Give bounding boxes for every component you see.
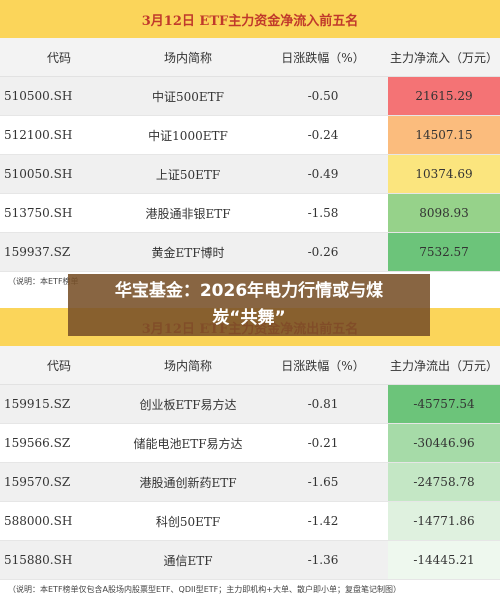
row-code: 515880.SH: [4, 553, 73, 567]
row-flow: -14771.86: [388, 502, 500, 540]
table-row: 159915.SZ 创业板ETF易方达 -0.81 -45757.54: [0, 385, 500, 424]
row-change: -1.36: [307, 553, 339, 567]
table-row: 510050.SH 上证50ETF -0.49 10374.69: [0, 155, 500, 194]
row-flow: -14445.21: [388, 541, 500, 579]
row-flow: -30446.96: [388, 424, 500, 462]
row-change: -1.65: [307, 475, 339, 489]
row-change: -0.24: [307, 128, 339, 142]
inflow-title: 3月12日 ETF主力资金净流入前五名: [0, 0, 500, 38]
row-code: 159915.SZ: [4, 397, 71, 411]
row-code: 159570.SZ: [4, 475, 71, 489]
row-code: 512100.SH: [4, 128, 73, 142]
row-flow: 14507.15: [388, 116, 500, 154]
outflow-header-row: 代码 场内简称 日涨跌幅（%） 主力净流出（万元）: [0, 346, 500, 385]
header-change: 日涨跌幅（%）: [281, 50, 365, 65]
row-flow: 21615.29: [388, 77, 500, 115]
row-name: 港股通创新药ETF: [139, 475, 237, 490]
table-row: 159937.SZ 黄金ETF博时 -0.26 7532.57: [0, 233, 500, 272]
header-name: 场内简称: [163, 50, 212, 65]
table-row: 512100.SH 中证1000ETF -0.24 14507.15: [0, 116, 500, 155]
header-flow: 主力净流入（万元）: [389, 50, 498, 65]
row-code: 159937.SZ: [4, 245, 71, 259]
row-flow: 7532.57: [388, 233, 500, 271]
row-flow: -45757.54: [388, 385, 500, 423]
inflow-note: （说明：本ETF榜单: [8, 277, 79, 286]
inflow-panel: 3月12日 ETF主力资金净流入前五名 代码 场内简称 日涨跌幅（%） 主力净流…: [0, 0, 500, 292]
row-name: 储能电池ETF易方达: [133, 436, 243, 451]
row-flow: 10374.69: [388, 155, 500, 193]
row-name: 上证50ETF: [155, 167, 221, 182]
row-change: -1.58: [307, 206, 339, 220]
table-row: 159566.SZ 储能电池ETF易方达 -0.21 -30446.96: [0, 424, 500, 463]
row-name: 通信ETF: [163, 553, 213, 568]
header-code: 代码: [46, 50, 71, 65]
table-row: 510500.SH 中证500ETF -0.50 21615.29: [0, 77, 500, 116]
header-flow: 主力净流出（万元）: [389, 358, 498, 373]
inflow-table: 代码 场内简称 日涨跌幅（%） 主力净流入（万元） 510500.SH 中证500…: [0, 38, 500, 272]
headline-line-2: 炭“共舞”: [212, 308, 286, 328]
row-change: -0.21: [307, 436, 339, 450]
inflow-header-row: 代码 场内简称 日涨跌幅（%） 主力净流入（万元）: [0, 38, 500, 77]
table-row: 513750.SH 港股通非银ETF -1.58 8098.93: [0, 194, 500, 233]
header-code: 代码: [46, 358, 71, 373]
row-name: 中证500ETF: [152, 89, 224, 104]
row-code: 159566.SZ: [4, 436, 71, 450]
row-code: 513750.SH: [4, 206, 73, 220]
row-name: 中证1000ETF: [148, 128, 228, 143]
header-change: 日涨跌幅（%）: [281, 358, 365, 373]
row-change: -0.49: [307, 167, 339, 181]
row-name: 港股通非银ETF: [145, 206, 231, 221]
headline-line-1: 华宝基金：2026年电力行情或与煤: [114, 281, 384, 301]
table-row: 159570.SZ 港股通创新药ETF -1.65 -24758.78: [0, 463, 500, 502]
row-code: 510500.SH: [4, 89, 73, 103]
row-name: 创业板ETF易方达: [139, 397, 237, 412]
row-code: 588000.SH: [4, 514, 73, 528]
row-change: -0.81: [307, 397, 339, 411]
headline-overlay[interactable]: 华宝基金：2026年电力行情或与煤 炭“共舞”: [68, 274, 430, 336]
row-name: 科创50ETF: [155, 514, 221, 529]
row-change: -1.42: [307, 514, 339, 528]
outflow-note: （说明：本ETF榜单仅包含A股场内股票型ETF、QDII型ETF；主力即机构+大…: [8, 585, 401, 594]
row-change: -0.26: [307, 245, 339, 259]
row-change: -0.50: [307, 89, 339, 103]
table-row: 588000.SH 科创50ETF -1.42 -14771.86: [0, 502, 500, 541]
header-name: 场内简称: [163, 358, 212, 373]
row-code: 510050.SH: [4, 167, 73, 181]
table-row: 515880.SH 通信ETF -1.36 -14445.21: [0, 541, 500, 580]
row-flow: -24758.78: [388, 463, 500, 501]
row-flow: 8098.93: [388, 194, 500, 232]
outflow-panel: 3月12日 ETF主力资金净流出前五名 代码 场内简称 日涨跌幅（%） 主力净流…: [0, 308, 500, 600]
row-name: 黄金ETF博时: [151, 245, 225, 260]
outflow-table: 代码 场内简称 日涨跌幅（%） 主力净流出（万元） 159915.SZ 创业板ET…: [0, 346, 500, 580]
